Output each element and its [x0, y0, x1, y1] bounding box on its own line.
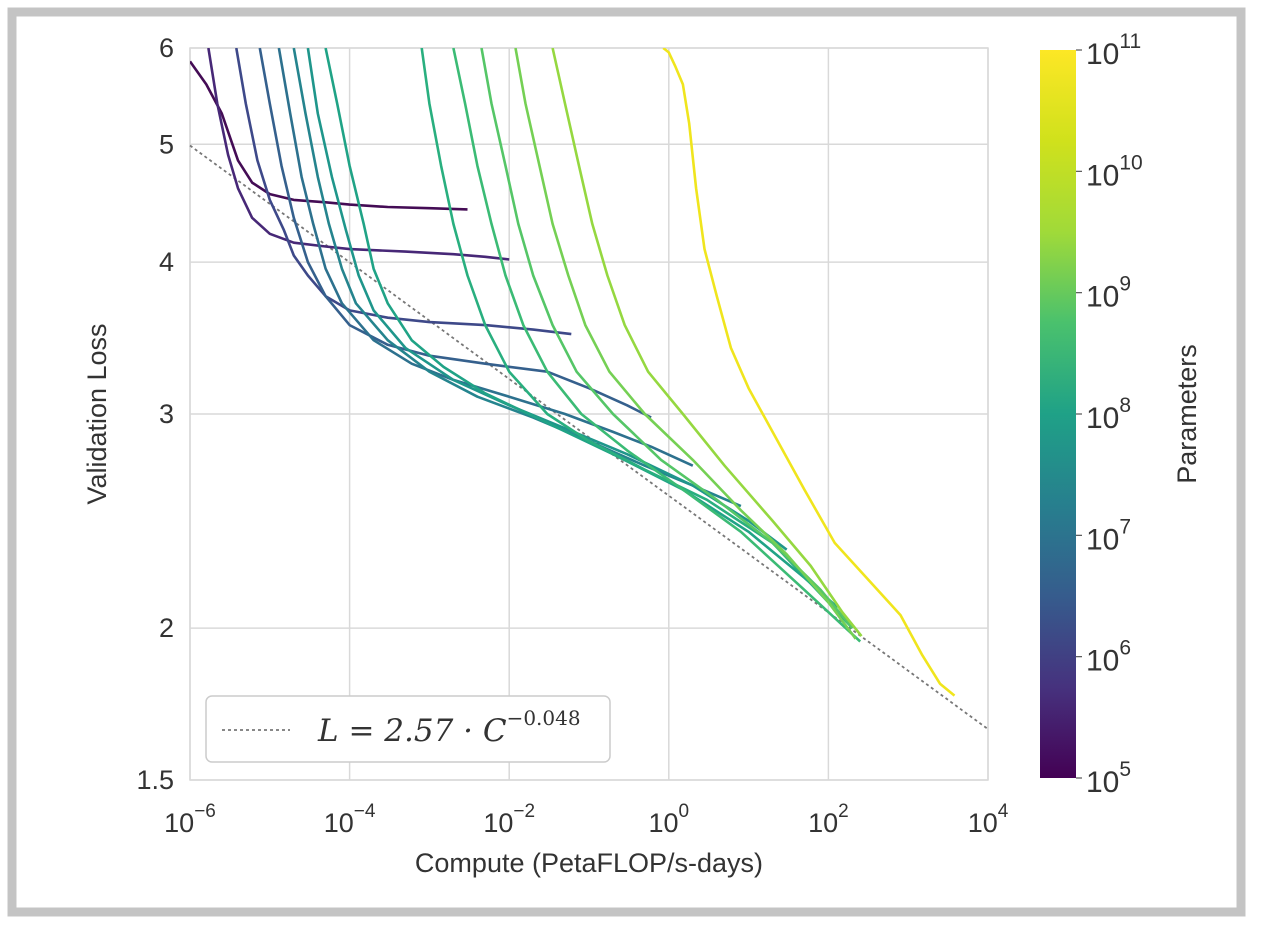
legend: L = 2.57 · C−0.048	[205, 695, 611, 763]
colorbar-tick-base: 10	[1086, 766, 1119, 799]
colorbar-tick-exponent: 8	[1119, 394, 1131, 417]
series-line-12	[551, 48, 863, 637]
legend-box	[205, 695, 611, 763]
x-tick-base: 10	[968, 808, 998, 838]
y-axis-label: Validation Loss	[82, 323, 112, 504]
colorbar-tick-base: 10	[1086, 281, 1119, 314]
series-line-2	[235, 48, 572, 336]
y-tick-label: 2	[159, 613, 174, 643]
colorbar-tick-label: 108	[1086, 394, 1131, 435]
x-tick-base: 10	[324, 808, 354, 838]
colorbar-tick-base: 10	[1086, 523, 1119, 556]
colorbar-tick-base: 10	[1086, 645, 1119, 678]
x-tick-exponent: 0	[679, 801, 690, 822]
series-line-10	[480, 48, 854, 629]
colorbar-gradient	[1040, 50, 1076, 778]
x-tick-base: 10	[648, 808, 678, 838]
x-tick-exponent: 2	[838, 801, 849, 822]
x-tick-label: 102	[808, 801, 849, 838]
x-tick-exponent: −2	[513, 801, 535, 822]
series-line-11	[514, 48, 857, 640]
x-tick-base: 10	[164, 808, 194, 838]
colorbar-label: Parameters	[1172, 344, 1202, 484]
x-tick-exponent: −6	[194, 801, 216, 822]
colorbar-tick-label: 1011	[1086, 30, 1141, 71]
series-line-6	[306, 48, 788, 551]
series-line-9	[452, 48, 862, 643]
legend-exponent: −0.048	[507, 706, 581, 730]
colorbar	[1040, 50, 1076, 778]
y-tick-label: 5	[159, 129, 174, 159]
x-tick-exponent: 4	[998, 801, 1009, 822]
y-tick-label: 6	[159, 33, 174, 63]
x-tick-label: 10−2	[483, 801, 535, 838]
x-tick-labels: 10−6 10−4 10−2 100 102 104	[164, 801, 1009, 838]
x-tick-label: 10−6	[164, 801, 216, 838]
colorbar-tick-base: 10	[1086, 159, 1119, 192]
colorbar-tick-base: 10	[1086, 402, 1119, 435]
series-line-5	[292, 48, 742, 508]
colorbar-tick-label: 106	[1086, 637, 1131, 678]
x-tick-exponent: −4	[354, 801, 376, 822]
x-tick-base: 10	[808, 808, 838, 838]
x-tick-label: 100	[648, 801, 689, 838]
x-tick-label: 104	[968, 801, 1009, 838]
legend-label: L = 2.57 · C−0.048	[317, 706, 581, 749]
colorbar-tick-exponent: 5	[1119, 758, 1131, 781]
x-tick-base: 10	[483, 808, 513, 838]
y-tick-labels: 1.5 2 3 4 5 6	[136, 33, 174, 795]
colorbar-tick-exponent: 11	[1119, 30, 1141, 53]
legend-formula: L = 2.57 · C	[317, 713, 507, 749]
colorbar-tick-base: 10	[1086, 38, 1119, 71]
y-tick-label: 1.5	[136, 765, 174, 795]
colorbar-tick-exponent: 9	[1119, 273, 1131, 296]
series-line-7	[324, 48, 839, 609]
x-tick-label: 10−4	[324, 801, 376, 838]
colorbar-tick-exponent: 7	[1119, 515, 1131, 538]
series-group	[190, 48, 956, 697]
x-axis-label: Compute (PetaFLOP/s-days)	[415, 848, 763, 878]
y-tick-label: 4	[159, 247, 174, 277]
y-tick-label: 3	[159, 399, 174, 429]
colorbar-tick-label: 105	[1086, 758, 1131, 799]
colorbar-tick-label: 1010	[1086, 151, 1143, 192]
colorbar-tick-label: 109	[1086, 273, 1131, 314]
colorbar-tick-exponent: 6	[1119, 637, 1131, 660]
series-line-4	[277, 48, 694, 467]
series-line-13	[662, 48, 956, 697]
colorbar-tick-label: 107	[1086, 515, 1131, 556]
colorbar-tick-exponent: 10	[1119, 151, 1142, 174]
series-line-1	[207, 48, 510, 261]
